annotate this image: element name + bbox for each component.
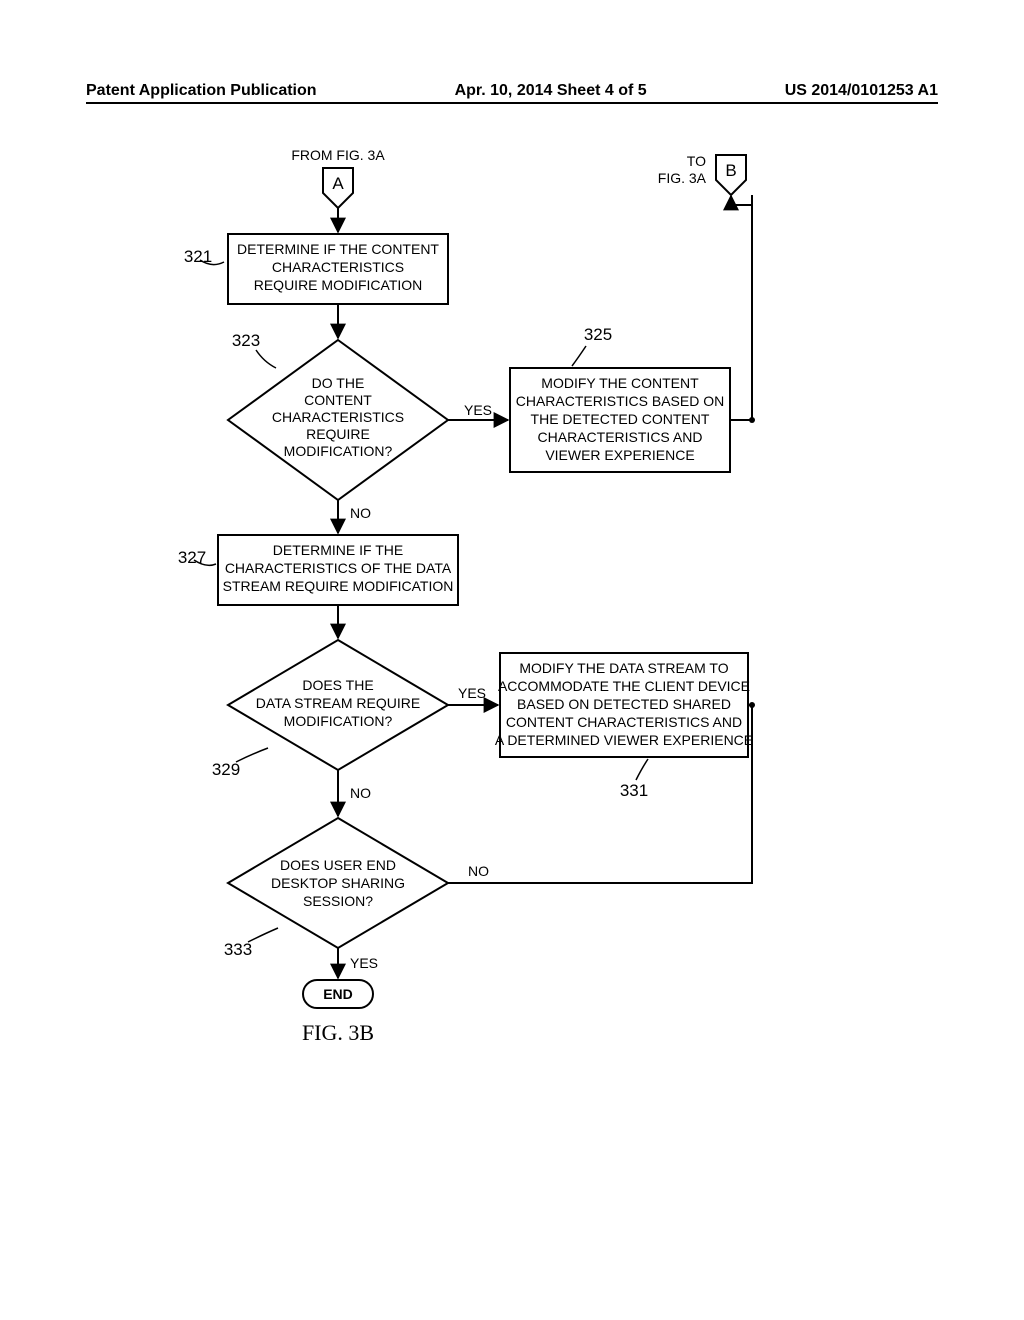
n325-l5: VIEWER EXPERIENCE (545, 447, 694, 463)
flowchart-svg: FROM FIG. 3A A TO FIG. 3A B DETERMINE IF… (0, 110, 1024, 1210)
process-321: DETERMINE IF THE CONTENT CHARACTERISTICS… (184, 234, 448, 304)
header-left: Patent Application Publication (86, 82, 317, 100)
n323-l1: DO THE (312, 375, 365, 391)
edge-325-to-B-seg (730, 195, 752, 420)
terminator-end: END (303, 980, 373, 1008)
n321-l3: REQUIRE MODIFICATION (254, 277, 423, 293)
ref-323: 323 (232, 331, 260, 350)
n333-l2: DESKTOP SHARING (271, 875, 405, 891)
edge-333-yes-label: YES (350, 955, 378, 971)
decision-329: DOES THE DATA STREAM REQUIRE MODIFICATIO… (212, 640, 448, 779)
n329-l3: MODIFICATION? (284, 713, 393, 729)
n321-l1: DETERMINE IF THE CONTENT (237, 241, 439, 257)
n329-l1: DOES THE (302, 677, 373, 693)
page-header: Patent Application Publication Apr. 10, … (86, 82, 938, 104)
n333-l3: SESSION? (303, 893, 373, 909)
header-right: US 2014/0101253 A1 (785, 82, 938, 100)
decision-333: DOES USER END DESKTOP SHARING SESSION? 3… (224, 818, 448, 959)
ref-325: 325 (584, 325, 612, 344)
n331-l5: A DETERMINED VIEWER EXPERIENCE (495, 732, 753, 748)
edge-329-no-label: NO (350, 785, 371, 801)
n325-l1: MODIFY THE CONTENT (541, 375, 699, 391)
process-327: DETERMINE IF THE CHARACTERISTICS OF THE … (178, 535, 458, 605)
n325-l4: CHARACTERISTICS AND (538, 429, 703, 445)
ref-331: 331 (620, 781, 648, 800)
ref-329: 329 (212, 760, 240, 779)
n331-l2: ACCOMMODATE THE CLIENT DEVICE (498, 678, 750, 694)
n323-l3: CHARACTERISTICS (272, 409, 404, 425)
n323-l4: REQUIRE (306, 426, 370, 442)
process-325: MODIFY THE CONTENT CHARACTERISTICS BASED… (510, 325, 730, 472)
edge-333-no-label: NO (468, 863, 489, 879)
connector-b-label: B (725, 161, 736, 180)
edge-323-no-label: NO (350, 505, 371, 521)
ref-333: 333 (224, 940, 252, 959)
process-331: MODIFY THE DATA STREAM TO ACCOMMODATE TH… (495, 653, 753, 800)
edge-329-yes-label: YES (458, 685, 486, 701)
n327-l2: CHARACTERISTICS OF THE DATA (225, 560, 452, 576)
page: Patent Application Publication Apr. 10, … (0, 0, 1024, 1320)
end-label: END (323, 986, 353, 1002)
n325-l2: CHARACTERISTICS BASED ON (516, 393, 724, 409)
figure-label: FIG. 3B (302, 1020, 374, 1045)
connector-a-label: A (332, 174, 344, 193)
connector-a-caption: FROM FIG. 3A (291, 147, 385, 163)
join-dot-mid (749, 417, 755, 423)
n329-l2: DATA STREAM REQUIRE (256, 695, 420, 711)
n325-l3: THE DETECTED CONTENT (531, 411, 710, 427)
n331-l3: BASED ON DETECTED SHARED (517, 696, 731, 712)
n331-l4: CONTENT CHARACTERISTICS AND (506, 714, 742, 730)
n323-l2: CONTENT (304, 392, 372, 408)
n327-l3: STREAM REQUIRE MODIFICATION (223, 578, 454, 594)
n321-l2: CHARACTERISTICS (272, 259, 404, 275)
n333-l1: DOES USER END (280, 857, 396, 873)
connector-b-caption-bot: FIG. 3A (658, 170, 707, 186)
diagram-container: FROM FIG. 3A A TO FIG. 3A B DETERMINE IF… (0, 110, 1024, 1210)
connector-a: FROM FIG. 3A A (291, 147, 385, 208)
decision-323: DO THE CONTENT CHARACTERISTICS REQUIRE M… (228, 331, 448, 500)
n323-l5: MODIFICATION? (284, 443, 393, 459)
n327-l1: DETERMINE IF THE (273, 542, 403, 558)
connector-b-caption-top: TO (687, 153, 706, 169)
connector-b: TO FIG. 3A B (658, 153, 746, 195)
header-center: Apr. 10, 2014 Sheet 4 of 5 (455, 82, 647, 100)
n331-l1: MODIFY THE DATA STREAM TO (519, 660, 728, 676)
edge-323-yes-label: YES (464, 402, 492, 418)
